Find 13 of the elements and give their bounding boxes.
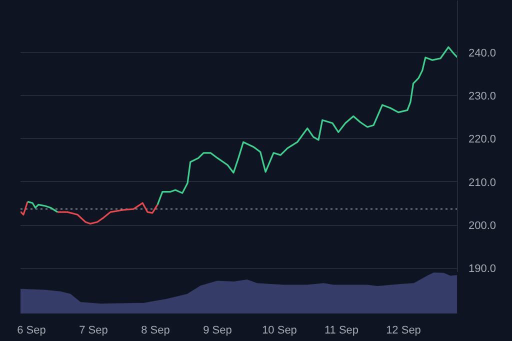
x-tick-label: 9 Sep — [203, 324, 232, 336]
x-tick-label: 6 Sep — [17, 324, 46, 336]
x-tick-label: 7 Sep — [79, 324, 108, 336]
y-tick-label: 190.0 — [468, 263, 496, 276]
y-tick-label: 230.0 — [468, 90, 496, 102]
x-tick-label: 12 Sep — [386, 324, 421, 336]
y-tick-label: 220.0 — [468, 134, 496, 146]
y-tick-label: 200.0 — [468, 220, 496, 232]
x-tick-label: 8 Sep — [141, 324, 170, 336]
y-tick-label: 210.0 — [468, 176, 496, 189]
y-tick-label: 240.0 — [468, 47, 496, 60]
x-tick-label: 11 Sep — [324, 324, 359, 336]
x-tick-label: 10 Sep — [262, 324, 297, 336]
